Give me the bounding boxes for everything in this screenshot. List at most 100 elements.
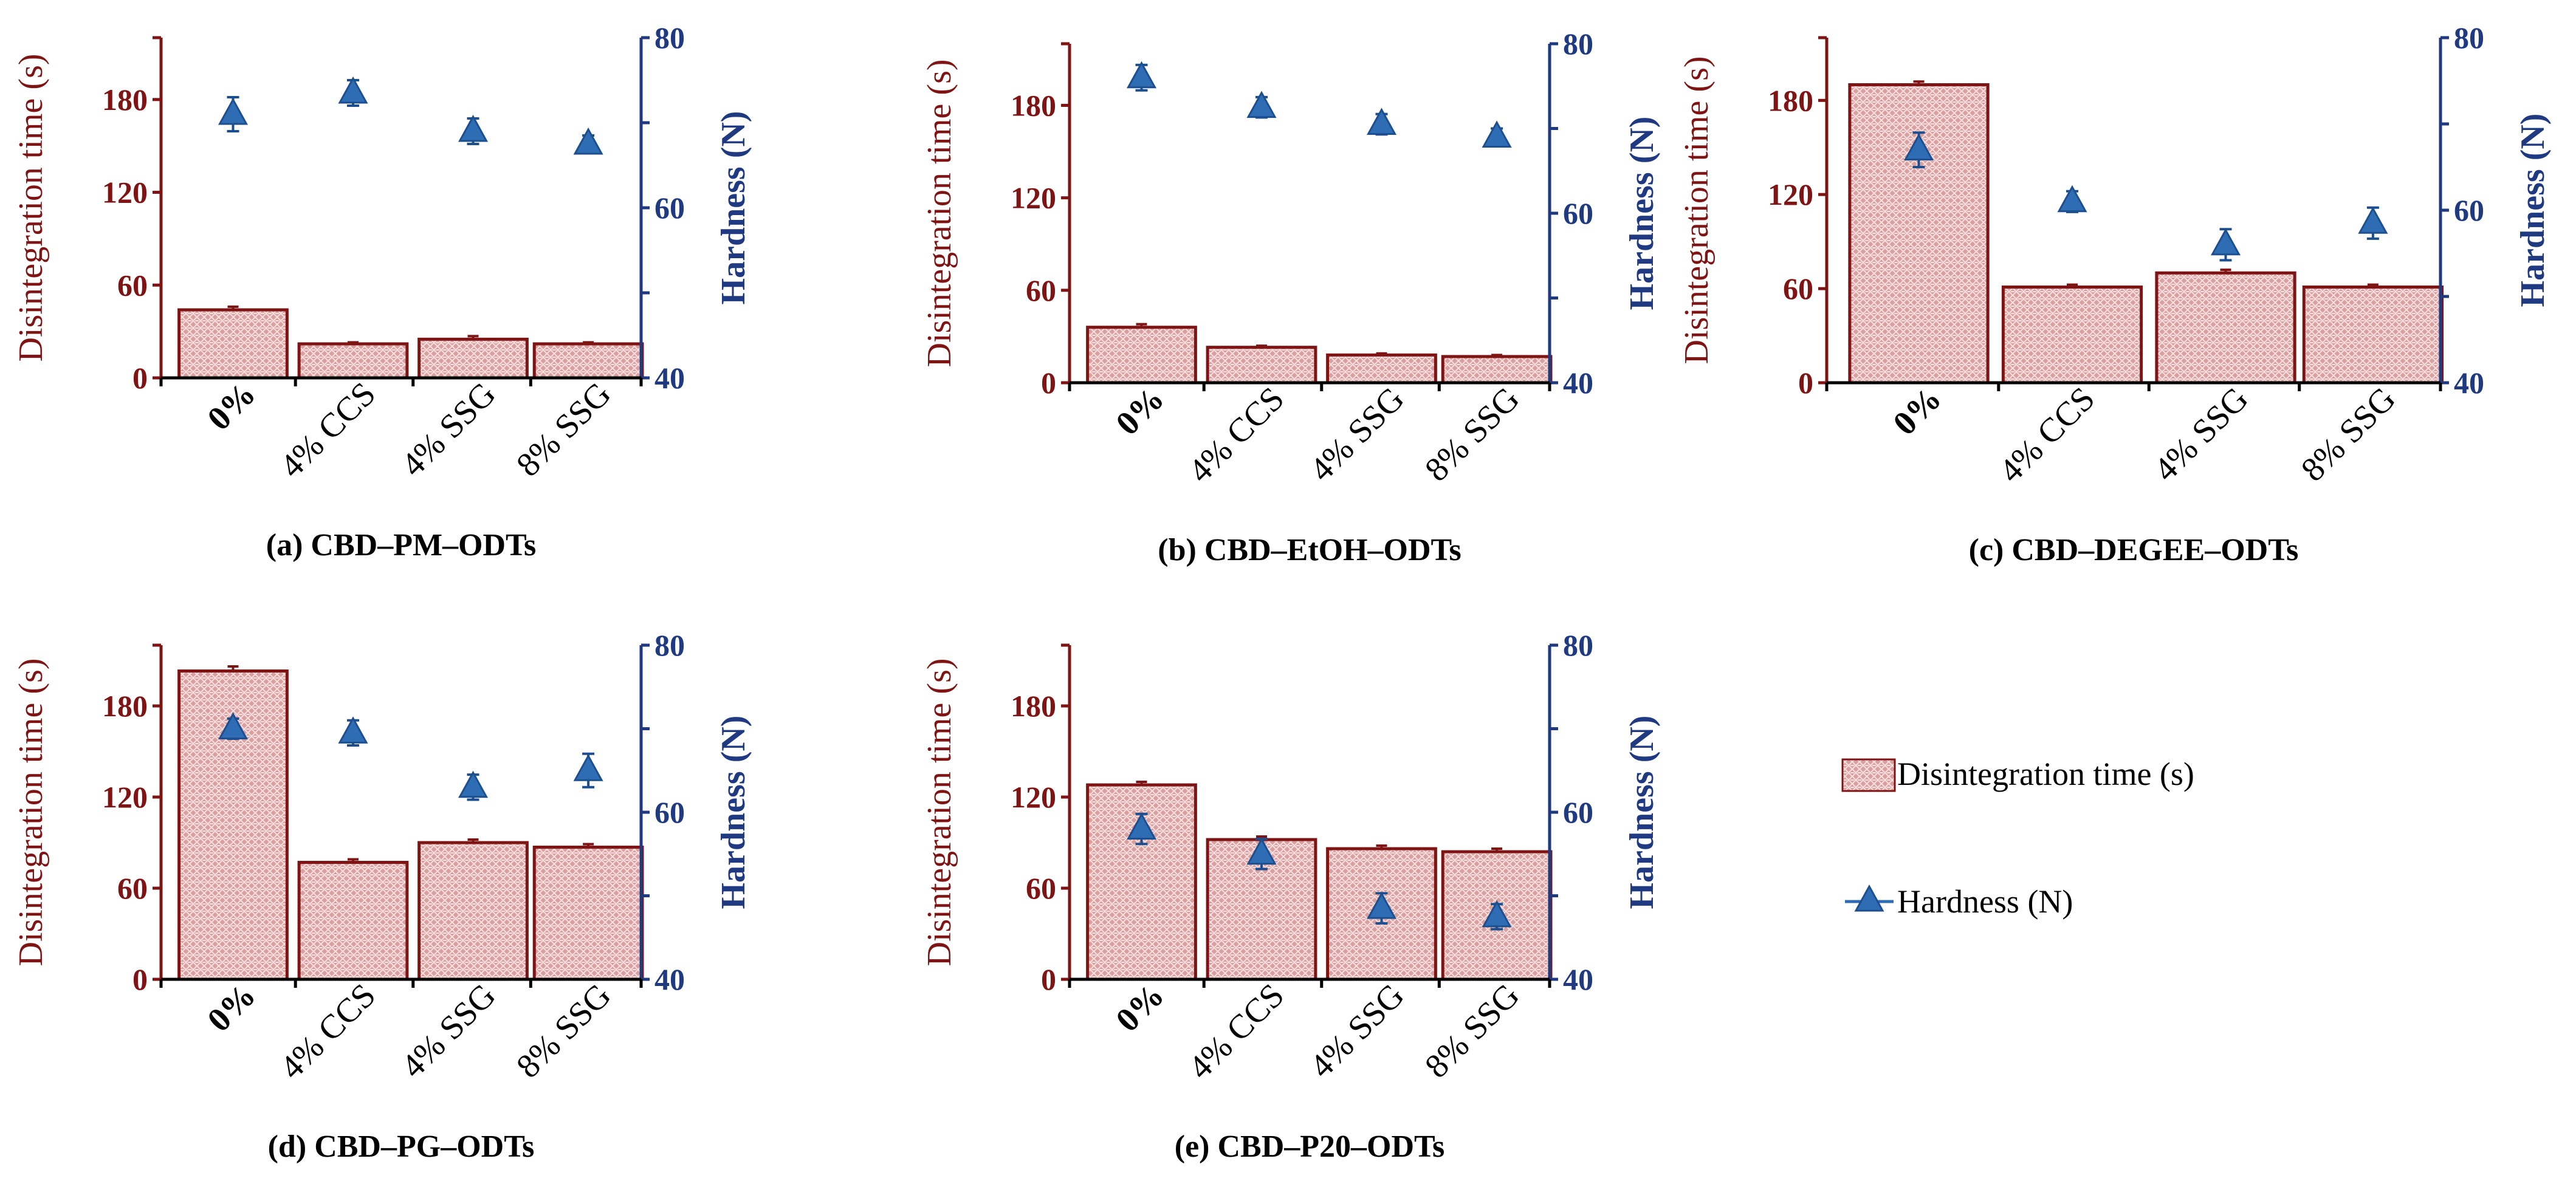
chart-panel-d: 0 60 120 180 Disintegration time (s) 40 60 80 Ha… <box>12 628 752 1164</box>
left-axis-label: Disintegration time (s) <box>1678 56 1716 364</box>
chart-panel-c: 0 60 120 180 Disintegration time (s) 40 60 80 Ha… <box>1678 21 2552 567</box>
bar <box>1206 346 1317 385</box>
hardness-marker <box>1126 812 1157 840</box>
left-tick-label: 60 <box>1026 273 1056 307</box>
left-tick-label: 60 <box>117 268 148 302</box>
chart-panel-e: 0 60 120 180 Disintegration time (s) 40 60 80 Ha… <box>921 628 1661 1164</box>
left-tick-label: 120 <box>1011 780 1056 814</box>
chart-panels: 0 60 120 180 Disintegration time (s) 40 60 80 Ha… <box>12 21 2552 1164</box>
bar <box>532 846 644 981</box>
bar <box>177 308 289 380</box>
chart-title: (b) CBD–EtOH–ODTs <box>1158 533 1461 567</box>
hardness-marker <box>458 114 489 142</box>
hardness-marker <box>2210 228 2241 256</box>
left-tick-label: 120 <box>102 176 148 210</box>
left-tick-label: 180 <box>102 689 148 723</box>
right-tick-label: 60 <box>654 795 685 829</box>
left-tick-label: 0 <box>132 962 148 996</box>
x-tick-label: 4% CCS <box>273 976 383 1086</box>
bar <box>1326 353 1437 385</box>
x-tick-label: 4% CCS <box>1181 380 1291 490</box>
hardness-marker <box>1366 892 1397 919</box>
bar <box>1086 326 1197 385</box>
hardness-marker <box>2057 185 2087 213</box>
bar <box>297 342 409 380</box>
chart-title: (a) CBD–PM–ODTs <box>266 528 536 563</box>
x-tick-label: 8% SSG <box>1418 380 1527 488</box>
right-tick-label: 80 <box>654 21 685 55</box>
left-tick-label: 0 <box>1041 962 1056 996</box>
bar <box>2155 271 2296 385</box>
bar <box>417 841 529 981</box>
right-tick-label: 80 <box>2454 21 2484 55</box>
right-tick-label: 60 <box>1563 795 1593 829</box>
left-tick-label: 0 <box>1041 366 1056 400</box>
x-tick-label: 8% SSG <box>1418 976 1527 1085</box>
right-tick-label: 40 <box>654 361 685 395</box>
left-tick-label: 60 <box>1783 272 1813 306</box>
chart-panel-a: 0 60 120 180 Disintegration time (s) 40 60 80 Ha… <box>12 21 752 563</box>
right-tick-label: 40 <box>654 962 685 996</box>
right-tick-label: 40 <box>1563 962 1593 996</box>
left-axis-label: Disintegration time (s) <box>12 53 50 361</box>
bar <box>417 337 529 380</box>
left-tick-label: 180 <box>102 83 148 117</box>
legend: Disintegration time (s) Hardness (N) <box>1841 756 2194 920</box>
right-axis-label: Hardness (N) <box>1623 716 1661 909</box>
left-tick-label: 180 <box>1011 88 1056 122</box>
legend-bar-label: Disintegration time (s) <box>1897 756 2194 792</box>
hardness-marker <box>218 97 249 125</box>
left-axis-label: Disintegration time (s) <box>921 59 958 367</box>
left-tick-label: 180 <box>1011 689 1056 723</box>
hardness-marker <box>338 716 368 744</box>
left-tick-label: 60 <box>1026 871 1056 905</box>
right-axis-label: Hardness (N) <box>2514 114 2552 307</box>
hardness-marker <box>573 754 603 781</box>
x-tick-label: 0% <box>1886 380 1948 442</box>
left-tick-label: 180 <box>1768 83 1813 117</box>
right-axis-label: Hardness (N) <box>715 111 752 305</box>
hardness-marker <box>1366 108 1397 135</box>
x-tick-label: 4% CCS <box>1181 976 1291 1086</box>
right-tick-label: 60 <box>654 191 685 225</box>
chart-title: (c) CBD–DEGEE–ODTs <box>1969 533 2299 567</box>
legend-marker-label: Hardness (N) <box>1897 883 2073 920</box>
chart-title: (e) CBD–P20–ODTs <box>1175 1129 1444 1164</box>
left-axis-label: Disintegration time (s) <box>921 658 958 966</box>
hardness-marker <box>1482 900 1512 928</box>
x-tick-label: 4% SSG <box>1303 976 1412 1085</box>
hardness-marker <box>1126 61 1157 89</box>
right-tick-label: 80 <box>1563 628 1593 662</box>
legend-bar-swatch <box>1841 758 1896 792</box>
hardness-marker <box>573 127 603 155</box>
right-tick-label: 40 <box>1563 366 1593 400</box>
hardness-marker <box>458 770 489 798</box>
right-axis-label: Hardness (N) <box>715 716 752 909</box>
hardness-marker <box>1482 120 1512 148</box>
hardness-marker <box>1903 133 1934 161</box>
bar <box>532 342 644 380</box>
right-axis-label: Hardness (N) <box>1623 117 1661 310</box>
x-tick-label: 4% SSG <box>1303 380 1412 488</box>
x-tick-label: 8% SSG <box>2294 380 2403 488</box>
legend-marker-icon <box>1854 884 1884 912</box>
bar <box>1441 355 1553 385</box>
hardness-marker <box>1246 837 1277 865</box>
bar <box>2001 286 2143 385</box>
right-tick-label: 60 <box>1563 196 1593 230</box>
right-tick-label: 80 <box>654 628 685 662</box>
chart-panel-b: 0 60 120 180 Disintegration time (s) 40 60 80 Ha… <box>921 27 1661 567</box>
bar <box>2302 286 2444 385</box>
left-axis-label: Disintegration time (s) <box>12 658 50 966</box>
x-tick-label: 4% SSG <box>2147 380 2256 488</box>
chart-title: (d) CBD–PG–ODTs <box>268 1129 535 1164</box>
left-tick-label: 60 <box>117 871 148 905</box>
x-tick-label: 0% <box>200 375 263 437</box>
left-tick-label: 0 <box>132 361 148 395</box>
hardness-marker <box>1246 91 1277 118</box>
x-tick-label: 0% <box>1108 976 1171 1039</box>
x-tick-label: 0% <box>1108 380 1171 442</box>
x-tick-label: 4% CCS <box>1992 380 2102 490</box>
x-tick-label: 8% SSG <box>509 976 618 1085</box>
